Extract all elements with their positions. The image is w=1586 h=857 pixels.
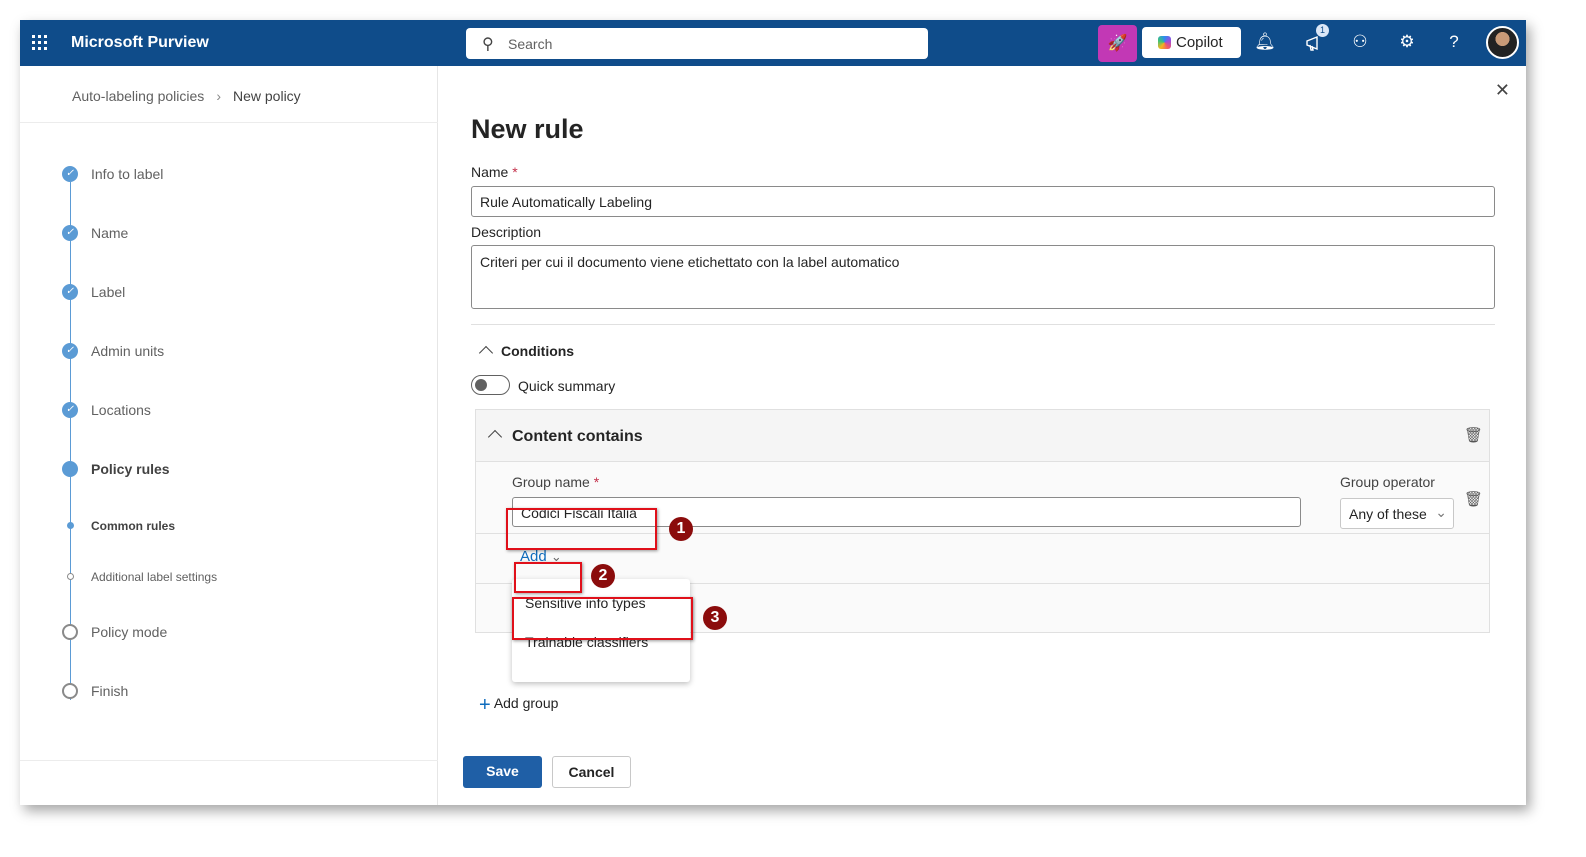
- required-marker: *: [593, 474, 600, 490]
- add-label: Add: [520, 548, 547, 565]
- step-label: Info to label: [91, 166, 164, 182]
- annotation-box-3: [512, 597, 693, 640]
- wizard-sidebar: Auto-labeling policies › New policy ✓ Info …: [20, 66, 438, 805]
- app-launcher-icon[interactable]: [32, 35, 48, 51]
- app-name[interactable]: Microsoft Purview: [71, 34, 209, 51]
- add-group-label: Add group: [493, 695, 559, 711]
- breadcrumb: Auto-labeling policies › New policy: [72, 88, 301, 104]
- annotation-box-1: [506, 508, 657, 550]
- people-icon[interactable]: ⚇: [1352, 32, 1368, 51]
- current-step-icon: [62, 461, 78, 477]
- gear-icon[interactable]: ⚙: [1399, 32, 1415, 51]
- check-icon: ✓: [62, 402, 78, 418]
- step-label: Additional label settings: [91, 570, 218, 584]
- top-bar: Microsoft Purview ⚲ Search 🚀 Copilot 🔔︎ 1…: [20, 20, 1526, 66]
- search-placeholder: Search: [508, 36, 553, 52]
- conditions-header[interactable]: Conditions: [478, 343, 575, 361]
- trash-icon[interactable]: 🗑︎: [1464, 427, 1484, 444]
- divider: [476, 533, 1489, 534]
- bell-icon[interactable]: 🔔︎: [1254, 32, 1276, 51]
- description-textarea[interactable]: Criteri per cui il documento viene etich…: [471, 245, 1495, 309]
- close-icon[interactable]: ✕: [1494, 80, 1510, 100]
- breadcrumb-current: New policy: [232, 88, 301, 104]
- breadcrumb-parent[interactable]: Auto-labeling policies: [72, 88, 205, 104]
- content-contains-label: Content contains: [512, 428, 643, 445]
- cancel-button[interactable]: Cancel: [552, 756, 631, 788]
- divider: [471, 324, 1495, 325]
- step-label: Label: [91, 284, 126, 300]
- check-icon: ✓: [62, 343, 78, 359]
- substep-dot-icon: [67, 522, 74, 529]
- step-label: Locations: [91, 402, 151, 418]
- divider: [20, 122, 438, 123]
- app-window: Microsoft Purview ⚲ Search 🚀 Copilot 🔔︎ 1…: [20, 20, 1526, 805]
- progress-line: [70, 182, 71, 700]
- step-label: Common rules: [91, 519, 176, 533]
- trash-icon[interactable]: 🗑︎: [1464, 491, 1484, 508]
- page-title: New rule: [471, 114, 584, 144]
- help-icon[interactable]: ?: [1449, 32, 1459, 51]
- save-button[interactable]: Save: [463, 756, 542, 788]
- check-icon: ✓: [62, 284, 78, 300]
- required-marker: *: [512, 164, 518, 180]
- add-button[interactable]: Add ⌄: [520, 548, 562, 565]
- step-label: Policy mode: [91, 624, 168, 640]
- chevron-up-icon: [487, 429, 503, 445]
- copilot-icon: [1158, 36, 1171, 49]
- group-operator-label: Group operator: [1340, 474, 1435, 490]
- plus-icon: +: [479, 694, 491, 716]
- search-icon: ⚲: [482, 36, 494, 53]
- check-icon: ✓: [62, 166, 78, 182]
- megaphone-icon[interactable]: [1304, 33, 1324, 53]
- divider: [20, 760, 438, 761]
- step-label: Policy rules: [91, 461, 170, 477]
- search-input[interactable]: ⚲ Search: [466, 28, 928, 59]
- menu-item-sensitive-info-types[interactable]: Sensitive info types: [525, 595, 646, 611]
- rocket-icon[interactable]: 🚀: [1098, 25, 1137, 62]
- group-name-label: Group name *: [512, 474, 599, 490]
- annotation-number-2: 2: [591, 564, 615, 588]
- annotation-number-1: 1: [669, 517, 693, 541]
- chevron-down-icon: ⌄: [1435, 504, 1447, 520]
- quick-summary-toggle[interactable]: [471, 375, 510, 395]
- breadcrumb-chevron-icon: ›: [216, 88, 221, 104]
- group-operator-value: Any of these: [1349, 506, 1427, 522]
- step-label: Finish: [91, 683, 129, 699]
- name-input[interactable]: Rule Automatically Labeling: [471, 186, 1495, 217]
- quick-summary-label: Quick summary: [518, 378, 616, 394]
- chevron-down-icon: ⌄: [550, 549, 562, 564]
- add-group-button[interactable]: + Add group: [479, 694, 558, 717]
- chevron-up-icon: [478, 345, 494, 361]
- annotation-box-2: [514, 562, 582, 593]
- step-label: Name: [91, 225, 129, 241]
- check-icon: ✓: [62, 225, 78, 241]
- substep-dot-icon: [67, 573, 74, 580]
- conditions-label: Conditions: [501, 343, 575, 359]
- new-rule-panel: ✕ New rule Name * Rule Automatically Lab…: [439, 66, 1526, 805]
- group-name-label-text: Group name: [512, 474, 590, 490]
- notification-badge: 1: [1316, 24, 1329, 37]
- step-label: Admin units: [91, 343, 165, 359]
- name-label-text: Name: [471, 164, 509, 180]
- description-label: Description: [471, 224, 542, 240]
- group-operator-select[interactable]: Any of these ⌄: [1340, 498, 1454, 529]
- copilot-label: Copilot: [1176, 34, 1223, 51]
- annotation-number-3: 3: [703, 606, 727, 630]
- divider: [476, 583, 1489, 584]
- pending-step-icon: [62, 683, 78, 699]
- pending-step-icon: [62, 624, 78, 640]
- content-contains-header[interactable]: Content contains 🗑︎: [476, 410, 1489, 462]
- avatar[interactable]: [1486, 26, 1519, 59]
- add-dropdown-menu: Sensitive info types Trainable classifie…: [512, 579, 690, 682]
- name-label: Name *: [471, 164, 518, 180]
- copilot-button[interactable]: Copilot: [1142, 27, 1241, 58]
- toggle-knob: [475, 379, 487, 391]
